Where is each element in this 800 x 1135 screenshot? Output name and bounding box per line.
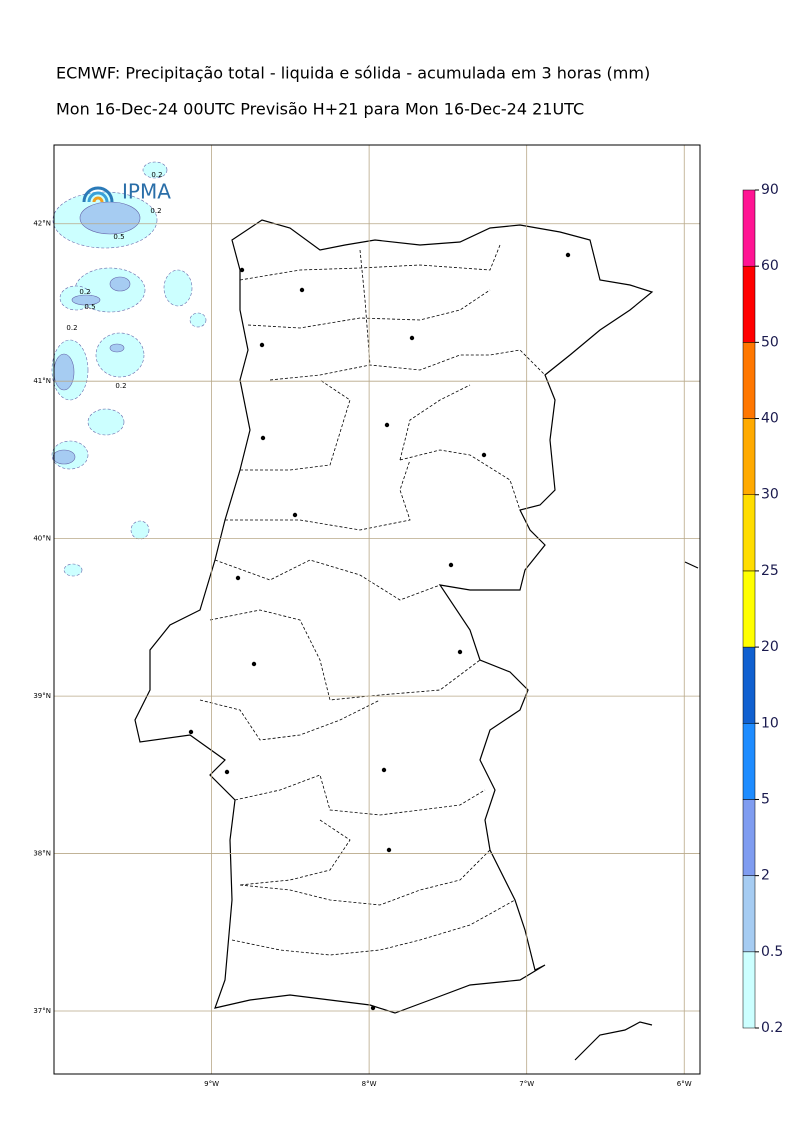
spain-coast (574, 561, 699, 1061)
map: 0.20.20.50.20.50.20.2 9°W 8°W 7°W 6° (33, 144, 701, 1088)
lat-label: 42°N (33, 220, 51, 228)
colorbar-segment (742, 189, 756, 267)
colorbar-segment (742, 494, 756, 572)
logo-arc (87, 191, 109, 203)
colorbar-segment (742, 799, 756, 876)
colorbar-segment (742, 723, 756, 800)
precip-area (142, 161, 168, 179)
city-dot (188, 729, 194, 735)
graticule: 9°W 8°W 7°W 6°W 42°N 41°N 40°N 39°N 38°N 37°N (33, 145, 700, 1088)
precip-area (71, 294, 101, 306)
city-dot (381, 767, 387, 773)
colorbar-label: 25 (761, 563, 779, 579)
ipma-logo: IPMA (82, 180, 171, 204)
lat-label: 40°N (33, 535, 51, 543)
city-dot (448, 562, 454, 568)
colorbar-label: 50 (761, 334, 779, 350)
city-dot (457, 649, 463, 655)
colorbar-label: 0.5 (761, 944, 783, 960)
precip-area (52, 449, 76, 465)
precip-area (63, 563, 83, 577)
lat-label: 37°N (33, 1007, 51, 1015)
city-dot (259, 342, 265, 348)
colorbar-label: 5 (761, 791, 770, 807)
city-dot (260, 435, 266, 441)
precip-area (53, 353, 75, 391)
city-dot (409, 335, 415, 341)
logo-arc (92, 196, 104, 203)
colorbar-segment (742, 570, 756, 648)
colorbar-segment (742, 418, 756, 495)
lon-label: 9°W (204, 1080, 219, 1088)
colorbar-segment (742, 951, 756, 1029)
city-dot (370, 1005, 376, 1011)
precip-area (87, 408, 125, 436)
precip-area (163, 269, 193, 307)
city-dot (386, 847, 392, 853)
lon-label: 7°W (519, 1080, 534, 1088)
colorbar-segment (742, 875, 756, 953)
colorbar-label: 90 (761, 182, 779, 198)
city-dot (251, 661, 257, 667)
city-dot (299, 287, 305, 293)
logo-arc (82, 186, 114, 203)
logo-text: IPMA (122, 180, 171, 204)
colorbar-segment (742, 646, 756, 724)
contour-label: 0.2 (79, 288, 90, 296)
lon-label: 6°W (677, 1080, 692, 1088)
city-dot (292, 512, 298, 518)
contour-label: 0.2 (66, 324, 77, 332)
contour-label: 0.2 (151, 171, 162, 179)
city-dot (384, 422, 390, 428)
lon-label: 8°W (362, 1080, 377, 1088)
city-dot (235, 575, 241, 581)
contour-label: 0.5 (113, 233, 124, 241)
district-borders (199, 244, 546, 956)
precip-area (95, 332, 145, 378)
precip-area (130, 520, 150, 540)
colorbar-label: 2 (761, 868, 770, 884)
colorbar-label: 20 (761, 639, 779, 655)
city-dot (565, 252, 571, 258)
lat-label: 39°N (33, 692, 51, 700)
city-dot (239, 267, 245, 273)
title: ECMWF: Precipitação total - liquida e só… (56, 64, 650, 83)
colorbar-label: 40 (761, 411, 779, 427)
city-dot (224, 769, 230, 775)
colorbar-segment (742, 342, 756, 419)
colorbar-label: 30 (761, 487, 779, 503)
portugal-outline (134, 219, 654, 1014)
colorbar-label: 60 (761, 258, 779, 274)
city-dot (481, 452, 487, 458)
precip-area (189, 312, 207, 328)
contour-label: 0.2 (115, 382, 126, 390)
map-frame (53, 144, 701, 1075)
subtitle: Mon 16-Dec-24 00UTC Previsão H+21 para M… (56, 100, 584, 119)
district-capitals (188, 252, 571, 1011)
contour-label: 0.5 (84, 303, 95, 311)
precip-area (109, 343, 125, 353)
precip-area (79, 201, 141, 235)
precip-area (109, 276, 131, 292)
colorbar-label: 10 (761, 715, 779, 731)
colorbar-label: 0.2 (761, 1020, 783, 1036)
precipitation: 0.2 0.2 0.5 0.2 0.5 0.2 0.2 (51, 161, 207, 577)
colorbar-segment (742, 265, 756, 343)
contour-label: 0.2 (150, 207, 161, 215)
lat-label: 41°N (33, 377, 51, 385)
lat-label: 38°N (33, 850, 51, 858)
